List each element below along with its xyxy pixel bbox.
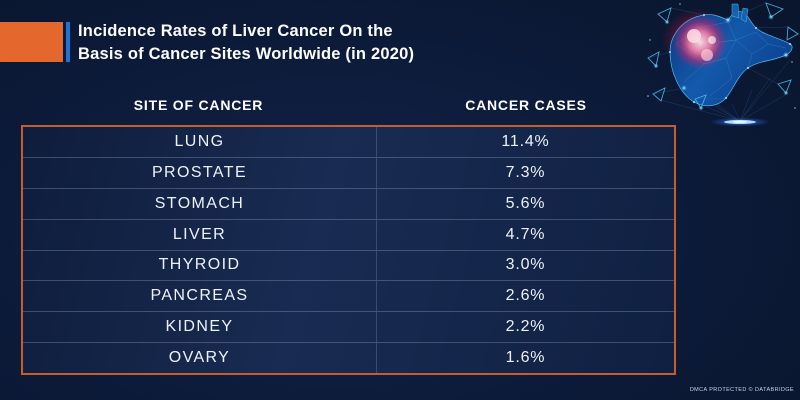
cell-site: THYROID (23, 250, 377, 281)
liver-wireframe-icon (647, 2, 799, 127)
table-row: LUNG 11.4% (23, 127, 674, 158)
page-title: Incidence Rates of Liver Cancer On the B… (78, 20, 414, 65)
cell-cases: 11.4% (501, 132, 550, 150)
cell-cases: 3.0% (505, 256, 546, 274)
table-column-headers: SITE OF CANCER CANCER CASES (21, 91, 676, 119)
table-row: STOMACH 5.6% (23, 188, 674, 220)
cell-site: STOMACH (23, 188, 377, 219)
table-row: OVARY 1.6% (23, 343, 674, 373)
cell-site: LIVER (23, 219, 377, 250)
cell-cases: 2.6% (505, 287, 546, 305)
table-row: LIVER 4.7% (23, 219, 674, 251)
cell-site: LUNG (23, 127, 377, 157)
cell-cases: 7.3% (505, 163, 546, 181)
page-title-line2: Basis of Cancer Sites Worldwide (in 2020… (78, 44, 415, 63)
title-accent-bar (0, 22, 63, 62)
cell-site: PANCREAS (23, 281, 377, 312)
column-header-cases: CANCER CASES (465, 97, 587, 113)
title-accent-stripe (66, 22, 70, 62)
column-header-site: SITE OF CANCER (133, 97, 264, 113)
table-row: THYROID 3.0% (23, 250, 674, 282)
cell-site: PROSTATE (23, 157, 377, 188)
table-row: PROSTATE 7.3% (23, 157, 674, 189)
cancer-incidence-table: LUNG 11.4% PROSTATE 7.3% STOMACH 5.6% LI… (21, 125, 676, 375)
copyright-note: DMCA PROTECTED © DATABRIDGE (689, 387, 794, 393)
cell-cases: 1.6% (505, 349, 546, 367)
cell-cases: 2.2% (505, 318, 546, 336)
cell-site: KIDNEY (23, 312, 377, 343)
table-row: KIDNEY 2.2% (23, 312, 674, 344)
cell-cases: 5.6% (505, 194, 546, 212)
table-row: PANCREAS 2.6% (23, 281, 674, 313)
cell-cases: 4.7% (505, 225, 546, 243)
page-title-line1: Incidence Rates of Liver Cancer On the (78, 22, 393, 40)
cell-site: OVARY (23, 343, 377, 373)
